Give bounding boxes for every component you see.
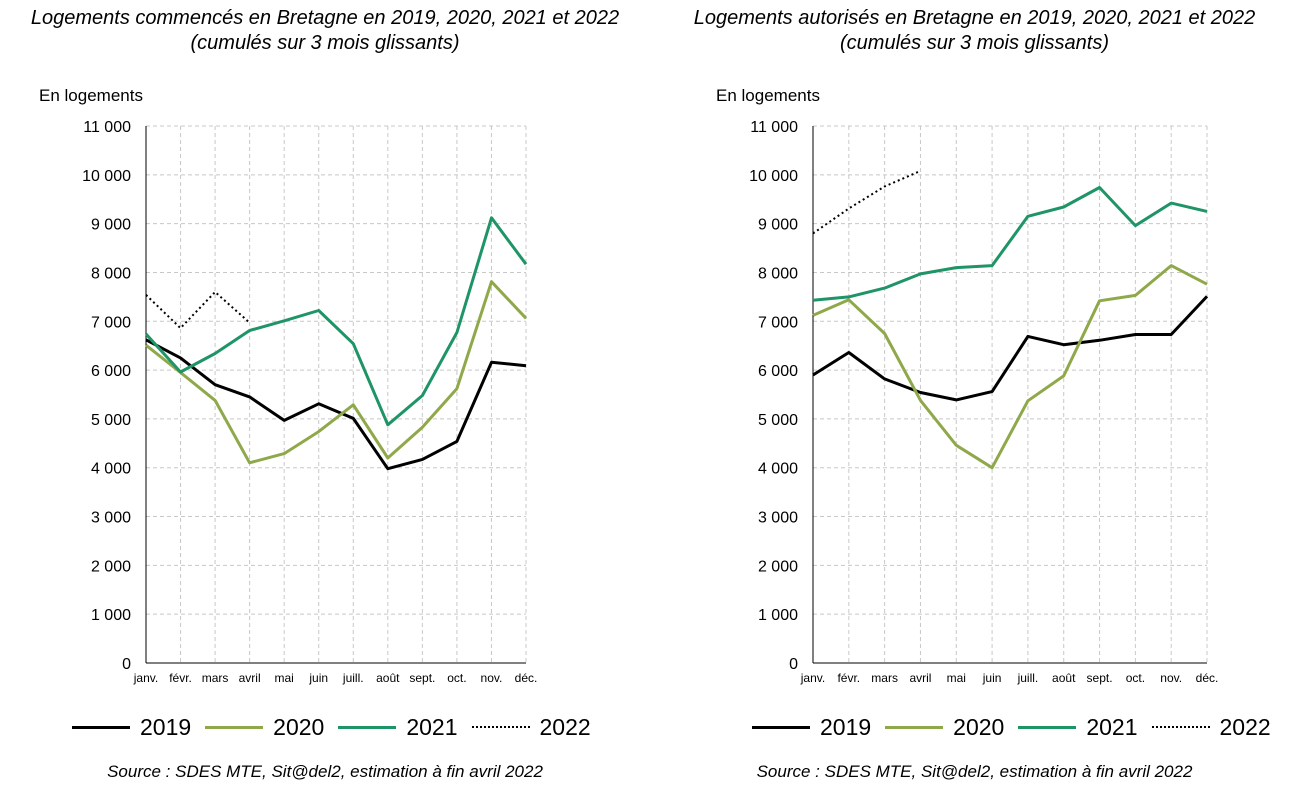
- x-tick-label: juin: [308, 671, 328, 685]
- x-tick-label: déc.: [1196, 671, 1219, 685]
- y-tick-label: 11 000: [750, 119, 798, 136]
- chart-subtitle: (cumulés sur 3 mois glissants): [190, 32, 460, 54]
- x-tick-label: août: [1052, 671, 1076, 685]
- legend-swatch: [1018, 725, 1077, 729]
- x-tick-label: nov.: [1160, 671, 1182, 685]
- y-tick-label: 4 000: [91, 461, 131, 478]
- x-tick-label: mars: [871, 671, 898, 685]
- x-tick-label: juill.: [342, 671, 364, 685]
- legend-label: 2019: [140, 713, 192, 740]
- x-tick-label: mars: [202, 671, 229, 685]
- y-tick-label: 11 000: [83, 119, 131, 136]
- source-note: Source : SDES MTE, Sit@del2, estimation …: [107, 762, 543, 781]
- legend-label: 2020: [953, 713, 1005, 740]
- y-tick-label: 6 000: [758, 363, 798, 380]
- x-tick-label: nov.: [481, 671, 503, 685]
- series-line-2021: [144, 216, 528, 427]
- legend-item-2021: 2021: [338, 713, 458, 741]
- chart-title: Logements autorisés en Bretagne en 2019,…: [650, 6, 1299, 56]
- y-tick-label: 1 000: [758, 607, 798, 624]
- legend-item-2022: 2022: [1151, 713, 1271, 741]
- series-line-2019: [145, 338, 527, 471]
- y-tick-label: 7 000: [758, 314, 798, 331]
- series-line-2020: [812, 264, 1208, 470]
- legend-label: 2021: [406, 713, 458, 740]
- chart-panel-autorises: Logements autorisés en Bretagne en 2019,…: [650, 0, 1299, 794]
- legend-label: 2022: [539, 713, 591, 740]
- chart-title: Logements commencés en Bretagne en 2019,…: [0, 6, 650, 56]
- legend-label: 2022: [1219, 713, 1271, 740]
- legend-swatch: [205, 725, 264, 729]
- x-tick-label: janv.: [800, 671, 825, 685]
- y-tick-label: 2 000: [758, 558, 798, 575]
- x-tick-label: juill.: [1017, 671, 1039, 685]
- legend-item-2019: 2019: [72, 714, 191, 741]
- y-tick-label: 8 000: [758, 265, 798, 282]
- legend-swatch: [1151, 726, 1210, 728]
- chart-panel-commences: Logements commencés en Bretagne en 2019,…: [0, 6, 650, 781]
- chart-title-main: Logements autorisés en Bretagne en 2019,…: [693, 7, 1256, 29]
- legend-label: 2020: [273, 713, 325, 740]
- legend-swatch: [752, 725, 810, 729]
- y-tick-label: 0: [789, 656, 798, 673]
- y-tick-label: 9 000: [758, 217, 798, 234]
- legend-item-2020: 2020: [205, 714, 324, 741]
- legend-item-2021: 2021: [1018, 713, 1138, 741]
- x-tick-label: oct.: [1126, 671, 1145, 685]
- y-tick-label: 7 000: [91, 314, 131, 331]
- x-tick-label: juin: [982, 671, 1002, 685]
- y-tick-label: 4 000: [758, 461, 798, 478]
- y-tick-label: 3 000: [758, 510, 798, 527]
- source-note: Source : SDES MTE, Sit@del2, estimation …: [756, 762, 1193, 781]
- x-tick-label: janv.: [133, 671, 158, 685]
- legend-item-2022: 2022: [471, 713, 591, 741]
- legend-label: 2019: [820, 713, 872, 740]
- series-line-2020: [145, 280, 528, 465]
- series-line-2022: [145, 291, 251, 330]
- legend-swatch: [72, 725, 130, 729]
- y-tick-label: 2 000: [91, 558, 131, 575]
- legend-swatch: [885, 725, 944, 729]
- legend-label: 2021: [1086, 713, 1138, 740]
- y-axis-label: En logements: [39, 86, 143, 105]
- x-tick-label: mai: [947, 671, 966, 685]
- y-tick-label: 6 000: [91, 363, 131, 380]
- legend-swatch: [471, 726, 530, 728]
- x-tick-label: févr.: [169, 671, 192, 685]
- legend-swatch: [338, 725, 397, 729]
- y-tick-label: 1 000: [91, 607, 131, 624]
- y-tick-label: 0: [122, 656, 131, 673]
- line-chart-commences: 0 1 000 2 000 3 000 4 000 5 000 6 000 7 000 8 00…: [82, 119, 538, 685]
- chart-legend: 2019 2020 2021 2022: [72, 710, 605, 744]
- legend-item-2020: 2020: [885, 714, 1004, 741]
- series-line-2022: [812, 169, 921, 235]
- y-tick-label: 5 000: [91, 412, 131, 429]
- x-tick-label: oct.: [447, 671, 466, 685]
- x-tick-label: août: [376, 671, 400, 685]
- x-tick-label: déc.: [515, 671, 538, 685]
- x-tick-label: sept.: [409, 671, 435, 685]
- x-tick-label: avril: [239, 671, 261, 685]
- chart-legend: 2019 2020 2021 2022: [752, 710, 1285, 744]
- y-axis-label: En logements: [716, 86, 820, 105]
- series-line-2021: [812, 186, 1208, 302]
- y-tick-label: 3 000: [91, 510, 131, 527]
- x-tick-label: sept.: [1087, 671, 1113, 685]
- x-tick-label: mai: [275, 671, 294, 685]
- y-tick-label: 8 000: [91, 265, 131, 282]
- y-tick-label: 5 000: [758, 412, 798, 429]
- line-chart-autorises: 0 1 000 2 000 3 000 4 000 5 000 6 000 7 000 8 00…: [749, 119, 1219, 685]
- chart-title-main: Logements commencés en Bretagne en 2019,…: [30, 7, 620, 29]
- series-line-2019: [812, 295, 1209, 402]
- y-tick-label: 9 000: [91, 217, 131, 234]
- y-tick-label: 10 000: [749, 168, 798, 185]
- chart-subtitle: (cumulés sur 3 mois glissants): [840, 32, 1109, 54]
- x-tick-label: févr.: [837, 671, 860, 685]
- y-tick-label: 10 000: [82, 168, 131, 185]
- x-tick-label: avril: [909, 671, 931, 685]
- legend-item-2019: 2019: [752, 714, 871, 741]
